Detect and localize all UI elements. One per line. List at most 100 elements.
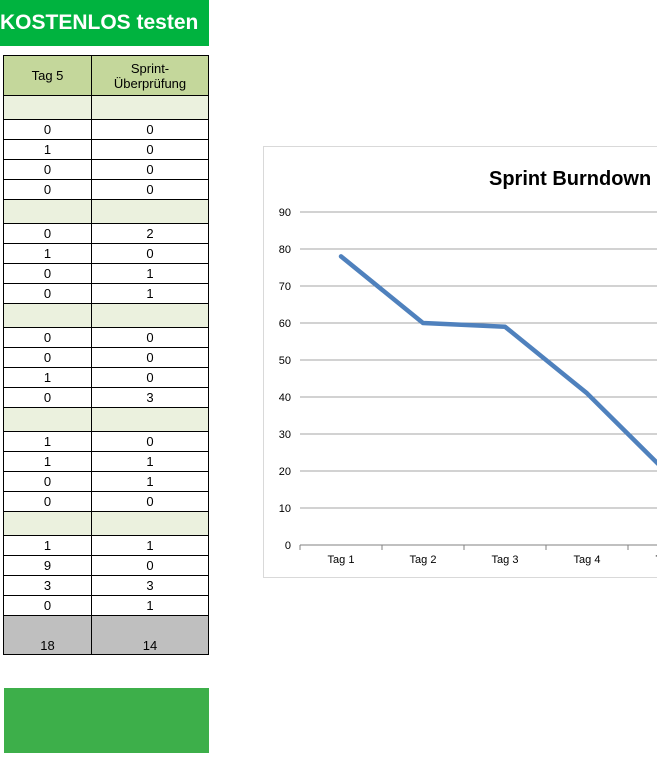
y-tick-label: 80 bbox=[279, 244, 291, 256]
section-cell[interactable] bbox=[91, 199, 209, 224]
x-tick-label: Tag 3 bbox=[492, 554, 519, 566]
table-cell[interactable]: 0 bbox=[91, 159, 209, 180]
table-cell[interactable]: 1 bbox=[91, 471, 209, 492]
sprint-table: Tag 5 Sprint- Überprüfung 0 0 1 0 0 0 0 0 0 2 1 0 0 1 0 1… bbox=[3, 55, 209, 655]
table-cell[interactable]: 3 bbox=[91, 575, 209, 596]
y-tick-label: 50 bbox=[279, 355, 291, 367]
table-cell[interactable]: 1 bbox=[3, 451, 92, 472]
section-cell[interactable] bbox=[3, 407, 92, 432]
section-cell[interactable] bbox=[91, 303, 209, 328]
table-cell[interactable]: 0 bbox=[3, 491, 92, 512]
x-tick-label: Tag 4 bbox=[574, 554, 601, 566]
table-cell[interactable]: 1 bbox=[3, 139, 92, 160]
section-row bbox=[3, 407, 209, 432]
table-cell[interactable]: 1 bbox=[91, 595, 209, 616]
y-tick-label: 10 bbox=[279, 503, 291, 515]
table-cell[interactable]: 0 bbox=[91, 119, 209, 140]
table-header-row: Tag 5 Sprint- Überprüfung bbox=[3, 55, 209, 96]
table-cell[interactable]: 9 bbox=[3, 555, 92, 576]
y-tick-label: 60 bbox=[279, 318, 291, 330]
column-header: Tag 5 bbox=[3, 55, 92, 96]
table-cell[interactable]: 0 bbox=[3, 159, 92, 180]
table-cell[interactable]: 0 bbox=[3, 595, 92, 616]
section-row bbox=[3, 303, 209, 328]
total-cell[interactable]: 14 bbox=[91, 615, 209, 655]
table-cell[interactable]: 1 bbox=[3, 431, 92, 452]
burndown-chart: Sprint Burndown 0 10 20 30 40 50 60 70 80 90 Tag 1 T… bbox=[263, 146, 657, 578]
section-cell[interactable] bbox=[91, 407, 209, 432]
table-cell[interactable]: 0 bbox=[3, 327, 92, 348]
table-cell[interactable]: 1 bbox=[91, 535, 209, 556]
green-action-banner[interactable] bbox=[4, 688, 209, 753]
table-cell[interactable]: 0 bbox=[3, 471, 92, 492]
free-trial-banner-text: KOSTENLOS testen bbox=[0, 11, 199, 34]
y-tick-label: 40 bbox=[279, 392, 291, 404]
table-cell[interactable]: 0 bbox=[91, 555, 209, 576]
table-cell[interactable]: 1 bbox=[3, 243, 92, 264]
section-row bbox=[3, 199, 209, 224]
section-cell[interactable] bbox=[91, 511, 209, 536]
table-cell[interactable]: 0 bbox=[91, 139, 209, 160]
table-cell[interactable]: 3 bbox=[91, 387, 209, 408]
table-cell[interactable]: 3 bbox=[3, 575, 92, 596]
table-cell[interactable]: 0 bbox=[91, 431, 209, 452]
table-cell[interactable]: 0 bbox=[3, 283, 92, 304]
series-line bbox=[338, 254, 657, 466]
y-tick-label: 30 bbox=[279, 429, 291, 441]
table-cell[interactable]: 1 bbox=[91, 283, 209, 304]
table-cell[interactable]: 0 bbox=[3, 119, 92, 140]
x-tick-label: Tag 5 bbox=[656, 554, 657, 566]
section-cell[interactable] bbox=[3, 95, 92, 120]
table-cell[interactable]: 2 bbox=[91, 223, 209, 244]
table-cell[interactable]: 0 bbox=[91, 243, 209, 264]
table-cell[interactable]: 1 bbox=[91, 263, 209, 284]
y-tick-label: 20 bbox=[279, 466, 291, 478]
totals-row: 18 14 bbox=[3, 615, 209, 655]
burndown-chart-svg: Sprint Burndown 0 10 20 30 40 50 60 70 80 90 Tag 1 T… bbox=[279, 168, 657, 566]
section-cell[interactable] bbox=[3, 199, 92, 224]
table-cell[interactable]: 0 bbox=[3, 179, 92, 200]
free-trial-banner[interactable]: KOSTENLOS testen bbox=[0, 0, 209, 46]
table-cell[interactable]: 0 bbox=[91, 347, 209, 368]
table-cell[interactable]: 0 bbox=[3, 347, 92, 368]
table-cell[interactable]: 0 bbox=[3, 223, 92, 244]
total-cell[interactable]: 18 bbox=[3, 615, 92, 655]
table-cell[interactable]: 0 bbox=[91, 179, 209, 200]
y-tick-label: 0 bbox=[285, 540, 291, 552]
table-cell[interactable]: 1 bbox=[3, 367, 92, 388]
table-cell[interactable]: 1 bbox=[91, 451, 209, 472]
section-row bbox=[3, 95, 209, 120]
section-cell[interactable] bbox=[3, 511, 92, 536]
y-tick-label: 70 bbox=[279, 281, 291, 293]
section-row bbox=[3, 511, 209, 536]
table-cell[interactable]: 0 bbox=[3, 263, 92, 284]
x-tick-label: Tag 2 bbox=[410, 554, 437, 566]
table-cell[interactable]: 0 bbox=[91, 491, 209, 512]
section-cell[interactable] bbox=[91, 95, 209, 120]
table-cell[interactable]: 0 bbox=[3, 387, 92, 408]
section-cell[interactable] bbox=[3, 303, 92, 328]
table-cell[interactable]: 0 bbox=[91, 367, 209, 388]
table-cell[interactable]: 0 bbox=[91, 327, 209, 348]
x-tick-label: Tag 1 bbox=[328, 554, 355, 566]
table-cell[interactable]: 1 bbox=[3, 535, 92, 556]
